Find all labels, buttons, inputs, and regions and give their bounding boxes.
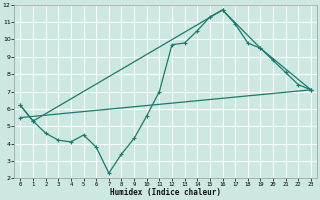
- X-axis label: Humidex (Indice chaleur): Humidex (Indice chaleur): [110, 188, 221, 197]
